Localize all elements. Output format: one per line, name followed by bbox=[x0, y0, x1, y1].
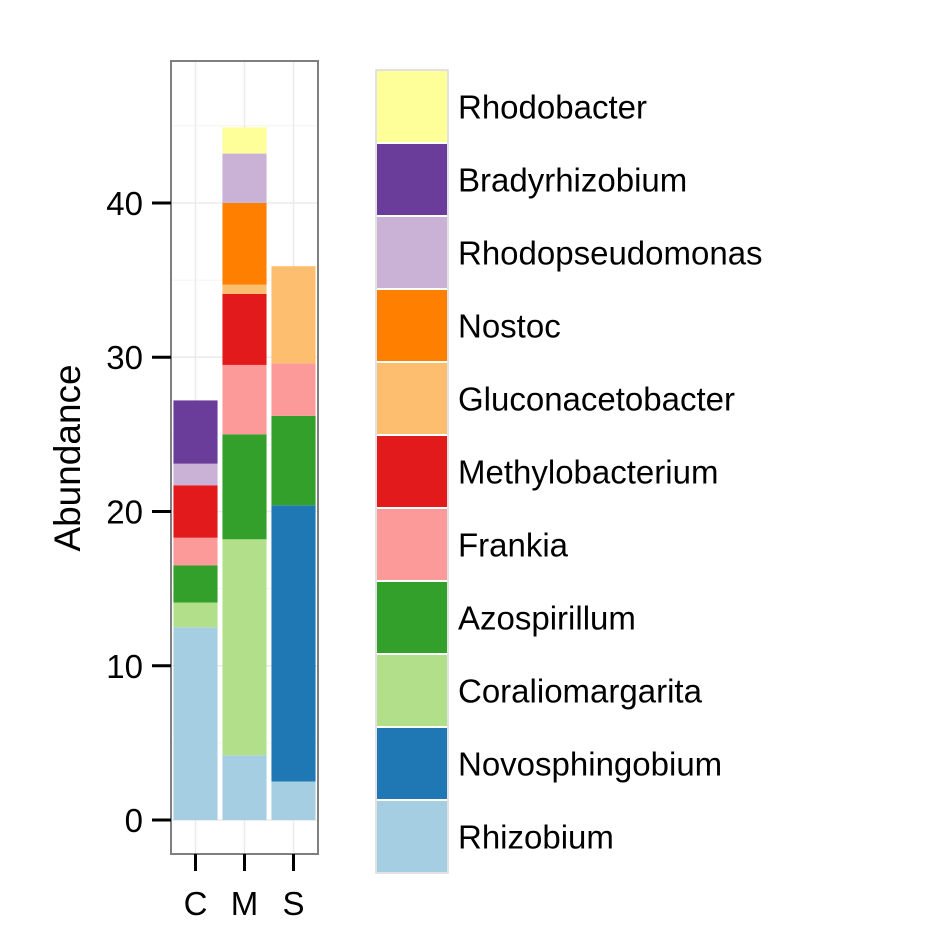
legend-label-rhodobacter: Rhodobacter bbox=[458, 89, 647, 126]
x-tick-label-c: C bbox=[184, 885, 208, 922]
bar-segment-frankia-s bbox=[271, 363, 316, 416]
legend-key-novosphingobium bbox=[375, 726, 449, 801]
bar-segment-gluconacetobacter-m bbox=[222, 284, 267, 294]
legend-key-coraliomargarita bbox=[375, 653, 449, 728]
y-axis-title: Abundance bbox=[47, 364, 88, 551]
bar-segment-coraliomargarita-m bbox=[222, 539, 267, 756]
bar-segment-rhizobium-s bbox=[271, 781, 316, 821]
bar-segment-methylobacterium-c bbox=[173, 485, 218, 538]
legend-key-rhizobium bbox=[375, 799, 449, 874]
y-tick-label: 10 bbox=[106, 648, 143, 685]
bar-segment-rhodopseudomonas-m bbox=[222, 153, 267, 203]
legend-label-bradyrhizobium: Bradyrhizobium bbox=[458, 162, 687, 199]
legend-key-frame bbox=[375, 69, 449, 874]
bar-segment-azospirillum-s bbox=[271, 415, 316, 506]
legend-key-methylobacterium bbox=[375, 434, 449, 509]
legend-label-nostoc: Nostoc bbox=[458, 308, 561, 345]
bar-segment-frankia-c bbox=[173, 537, 218, 566]
y-tick-label: 20 bbox=[106, 493, 143, 530]
legend-key-rhodopseudomonas bbox=[375, 215, 449, 290]
legend-key-frankia bbox=[375, 507, 449, 582]
bar-stacks bbox=[173, 127, 316, 821]
y-tick-label: 30 bbox=[106, 339, 143, 376]
legend: Rhodobacter Bradyrhizobium Rhodopseudomona… bbox=[375, 69, 763, 874]
legend-label-azospirillum: Azospirillum bbox=[458, 600, 636, 637]
bar-segment-rhizobium-c bbox=[173, 627, 218, 821]
bar-segment-rhizobium-m bbox=[222, 755, 267, 821]
legend-key-rhodobacter bbox=[375, 69, 449, 144]
bar-segment-gluconacetobacter-s bbox=[271, 266, 316, 364]
bar-segment-nostoc-m bbox=[222, 202, 267, 285]
y-axis: 0 10 20 30 40 bbox=[106, 185, 171, 839]
legend-label-frankia: Frankia bbox=[458, 527, 569, 564]
bar-segment-methylobacterium-m bbox=[222, 293, 267, 365]
bar-segment-rhodobacter-m bbox=[222, 127, 267, 154]
bar-segment-bradyrhizobium-c bbox=[173, 400, 218, 464]
legend-label-rhodopseudomonas: Rhodopseudomonas bbox=[458, 235, 763, 272]
legend-label-gluconacetobacter: Gluconacetobacter bbox=[458, 381, 735, 418]
bar-segment-azospirillum-c bbox=[173, 565, 218, 603]
legend-label-novosphingobium: Novosphingobium bbox=[458, 746, 722, 783]
bar-segment-rhodopseudomonas-c bbox=[173, 463, 218, 486]
bar-segment-coraliomargarita-c bbox=[173, 602, 218, 628]
x-tick-label-s: S bbox=[282, 885, 304, 922]
x-tick-label-m: M bbox=[231, 885, 259, 922]
bar-segment-novosphingobium-s bbox=[271, 505, 316, 782]
legend-key-azospirillum bbox=[375, 580, 449, 655]
y-tick-label: 40 bbox=[106, 185, 143, 222]
legend-label-coraliomargarita: Coraliomargarita bbox=[458, 673, 703, 710]
legend-key-nostoc bbox=[375, 288, 449, 363]
bar-segment-frankia-m bbox=[222, 364, 267, 435]
legend-key-bradyrhizobium bbox=[375, 142, 449, 217]
y-tick-label: 0 bbox=[125, 802, 143, 839]
legend-label-methylobacterium: Methylobacterium bbox=[458, 454, 718, 491]
legend-label-rhizobium: Rhizobium bbox=[458, 819, 614, 856]
bar-segment-azospirillum-m bbox=[222, 434, 267, 540]
legend-key-gluconacetobacter bbox=[375, 361, 449, 436]
